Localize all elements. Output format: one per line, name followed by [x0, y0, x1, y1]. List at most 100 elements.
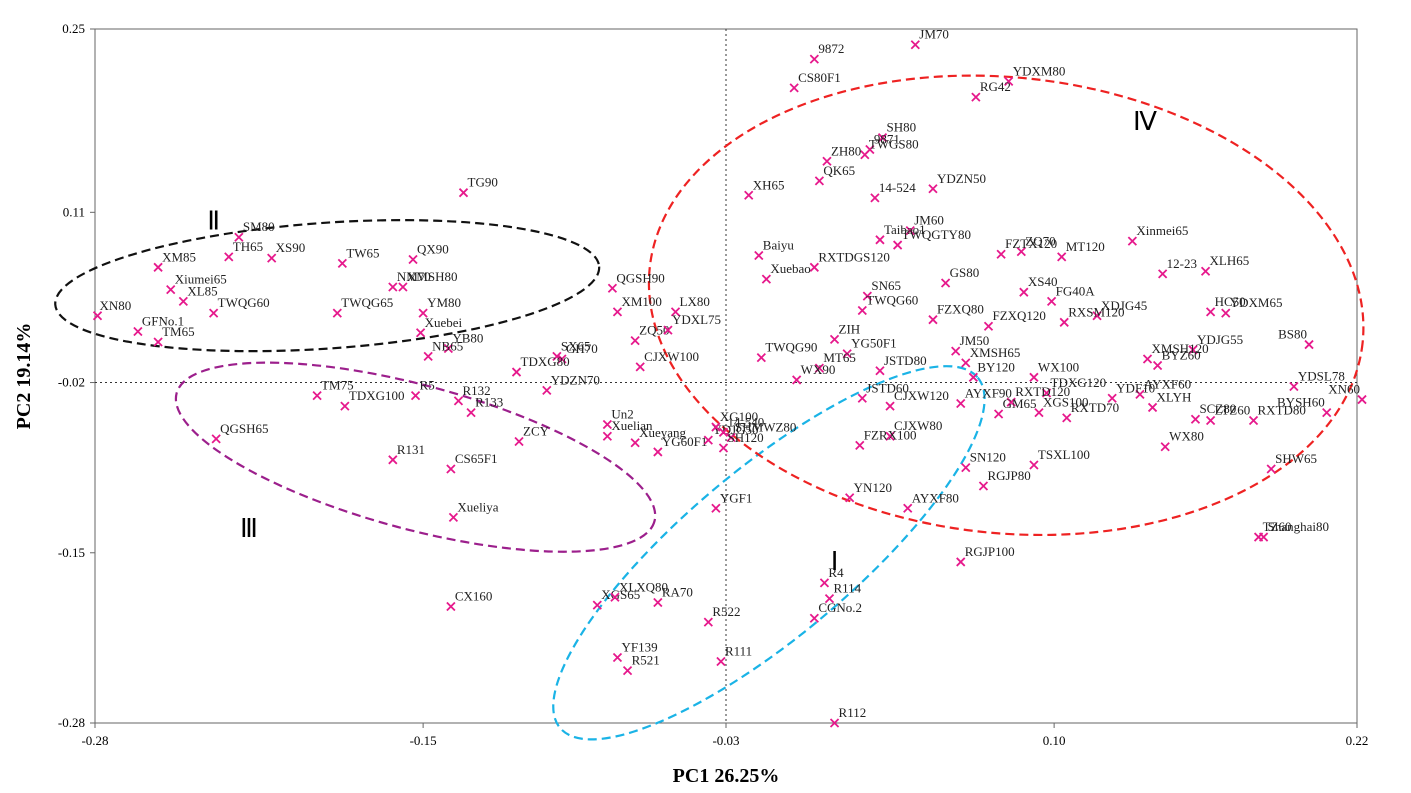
point-marker	[928, 184, 938, 194]
point-marker	[337, 258, 347, 269]
point-marker	[903, 503, 913, 513]
point-marker	[610, 592, 620, 602]
data-point: R522	[703, 604, 741, 627]
data-point: QK65	[814, 163, 855, 186]
point-marker	[744, 190, 754, 200]
data-point: XLXQ80	[610, 579, 668, 602]
point-marker	[928, 315, 938, 325]
data-point: TWQG60	[208, 295, 270, 318]
point-marker	[1322, 408, 1332, 418]
data-point: WX80	[1160, 429, 1204, 452]
point-marker	[1248, 415, 1259, 426]
point-label: XLXQ80	[619, 579, 668, 594]
data-point: JM70	[910, 27, 949, 50]
point-label: R131	[397, 442, 425, 457]
point-marker	[153, 337, 163, 347]
data-point: YG60F1	[653, 434, 707, 457]
point-marker	[1304, 339, 1314, 350]
point-label: SN120	[970, 450, 1006, 465]
data-point: LX80	[670, 294, 710, 317]
point-label: XS90	[276, 240, 306, 255]
point-label: FZTX120	[1005, 236, 1057, 251]
point-label: FG40A	[1056, 283, 1096, 298]
data-point: 14-524	[870, 180, 916, 203]
point-label: FZRX100	[864, 427, 917, 442]
data-point: BYZ60	[1152, 348, 1201, 371]
x-axis-title: PC1 26.25%	[673, 765, 780, 787]
point-label: RG42	[980, 79, 1011, 94]
data-point: TWGS80	[860, 137, 919, 160]
data-point: Shanghai80	[1258, 519, 1329, 542]
data-point: CJXW100	[635, 349, 699, 372]
point-label: XMSH80	[407, 269, 458, 284]
point-marker	[557, 354, 567, 364]
data-point: TDXG120	[1041, 375, 1106, 398]
point-label: FZXQ80	[937, 302, 984, 317]
point-marker	[458, 188, 469, 198]
data-point: FZXQ80	[928, 302, 984, 325]
y-axis-title: PC2 19.14%	[13, 323, 35, 430]
point-marker	[961, 463, 971, 473]
group-label: Ⅳ	[1133, 107, 1157, 136]
point-label: R5	[420, 378, 435, 393]
point-label: YB80	[452, 331, 483, 346]
point-marker	[267, 253, 277, 263]
point-label: YGF1	[720, 490, 753, 505]
point-marker	[875, 235, 885, 245]
x-tick-label: -0.03	[712, 733, 739, 748]
point-marker	[1200, 266, 1211, 276]
point-label: CJXW80	[894, 418, 942, 433]
data-point: YN120	[845, 480, 892, 503]
point-marker	[1221, 308, 1231, 318]
point-label: CS65F1	[455, 451, 498, 466]
data-point: XM100	[612, 294, 662, 317]
y-tick-label: -0.02	[58, 375, 85, 390]
point-label: AYXF60	[1144, 376, 1191, 391]
point-marker	[824, 593, 835, 604]
point-label: R112	[839, 705, 867, 720]
data-point: XM85	[153, 249, 196, 272]
data-point: AYXF90	[956, 385, 1012, 409]
point-label: CS80F1	[798, 70, 841, 85]
y-tick-label: 0.11	[63, 204, 85, 219]
point-marker	[961, 358, 971, 368]
point-marker	[630, 336, 640, 346]
data-point: TG90	[458, 175, 498, 198]
data-point: WX90	[792, 362, 835, 385]
data-point: BS80	[1278, 327, 1314, 350]
point-label: SH120	[727, 430, 763, 445]
point-marker	[1147, 402, 1158, 413]
data-point: YF139	[612, 640, 658, 663]
point-label: RXTD80	[1258, 403, 1306, 418]
data-point: ZIH	[829, 321, 860, 344]
data-point: XGS100	[1034, 395, 1088, 418]
point-label: BYZ60	[1162, 348, 1201, 363]
data-point: R112	[829, 705, 867, 728]
data-point: GS80	[940, 265, 979, 288]
point-marker	[453, 396, 464, 406]
data-point: TM65	[153, 324, 195, 347]
group-ellipse	[552, 365, 986, 741]
point-label: QGSH90	[616, 270, 664, 285]
data-point: TWQG65	[332, 295, 393, 318]
point-marker	[398, 282, 408, 292]
data-point: YDSL78	[1289, 368, 1345, 392]
data-point: SN65	[862, 278, 901, 301]
point-marker	[971, 92, 981, 102]
data-point: BYSH60	[1277, 395, 1332, 418]
x-tick-label: -0.28	[81, 733, 108, 748]
data-point: 9872	[809, 41, 844, 64]
data-point: TWQG60	[857, 293, 918, 316]
point-marker	[905, 226, 915, 236]
point-marker	[1041, 388, 1052, 398]
point-label: JM50	[960, 333, 990, 348]
point-marker	[842, 349, 852, 359]
data-point: RXTD70	[1062, 400, 1119, 423]
point-marker	[1135, 389, 1145, 399]
data-point: YDZN50	[928, 171, 986, 194]
point-label: XS40	[1028, 274, 1058, 289]
data-point: YDZN70	[542, 372, 600, 396]
data-point: XG100	[711, 409, 758, 432]
data-point: NM70	[388, 269, 431, 292]
point-label: JM60	[914, 213, 944, 228]
